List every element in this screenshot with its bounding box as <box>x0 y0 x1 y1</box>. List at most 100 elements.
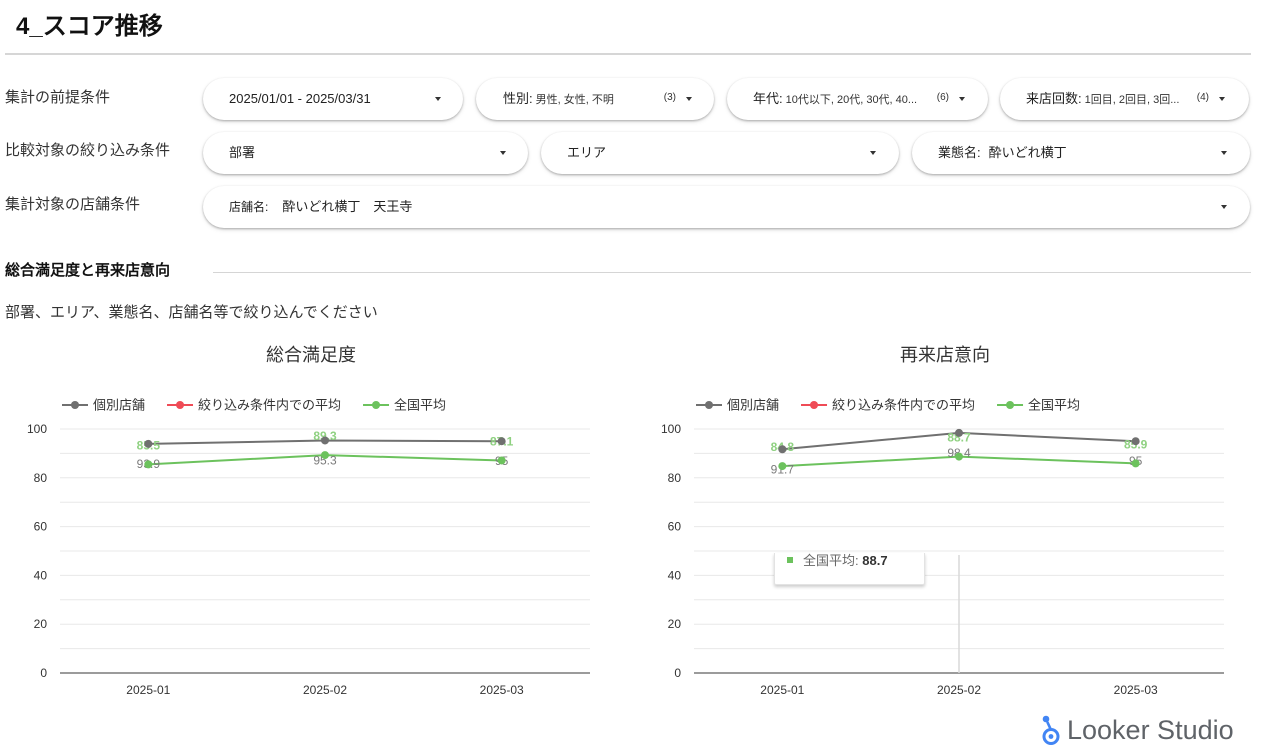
gender-filter-name: 性別: <box>503 91 533 106</box>
x-tick-label: 2025-01 <box>126 683 170 697</box>
store-name-filter-text: 店舗名: 酔いどれ横丁 天王寺 <box>229 186 412 228</box>
department-filter[interactable]: 部署 <box>203 132 528 174</box>
legend-item[interactable]: 個別店舗 <box>62 398 145 413</box>
x-tick-label: 2025-03 <box>480 683 524 697</box>
legend-dot-marker <box>705 401 713 409</box>
data-label: 95.3 <box>313 453 337 467</box>
visit-count-filter-values: 1回目, 2回目, 3回... <box>1084 94 1180 106</box>
y-tick-label: 100 <box>661 422 681 436</box>
legend-label: 絞り込み条件内での平均 <box>832 398 975 413</box>
y-tick-label: 60 <box>34 520 48 534</box>
looker-studio-icon <box>1042 715 1060 745</box>
visit-count-filter[interactable]: 来店回数: 1回目, 2回目, 3回... (4) <box>1000 78 1249 120</box>
legend-item[interactable]: 個別店舗 <box>696 398 779 413</box>
age-filter-text: 年代: 10代以下, 20代, 30代, 40... <box>753 78 917 120</box>
revisit-intention-line-chart[interactable]: 0 20 40 60 80 100 2025-01 2025-02 2025-03 個別店舗 絞り込… <box>634 380 1261 710</box>
looker-studio-logo[interactable]: Looker Studio <box>1040 713 1234 747</box>
caret-down-icon <box>686 97 692 101</box>
caret-down-icon <box>1221 151 1227 155</box>
y-tick-label: 20 <box>668 617 682 631</box>
age-selected-count: (6) <box>936 92 949 103</box>
caret-down-icon <box>435 97 441 101</box>
caret-down-icon <box>870 151 876 155</box>
age-filter-values: 10代以下, 20代, 30代, 40... <box>785 94 918 106</box>
x-tick-label: 2025-02 <box>303 683 347 697</box>
data-point[interactable] <box>321 436 329 445</box>
section-title: 総合満足度と再来店意向 <box>5 262 171 279</box>
data-point[interactable] <box>497 456 506 465</box>
x-tick-label: 2025-02 <box>937 683 981 697</box>
store-conditions-label: 集計対象の店舗条件 <box>5 196 141 213</box>
data-point[interactable] <box>497 437 506 446</box>
legend-label: 絞り込み条件内での平均 <box>198 398 341 413</box>
overall-satisfaction-line-chart[interactable]: 0 20 40 60 80 100 2025-01 2025-02 2025-03 個別店舗 絞り込… <box>0 380 634 710</box>
business-type-filter-name: 業態名: <box>938 145 981 160</box>
data-label: 89.3 <box>313 429 337 443</box>
date-range-value: 2025/01/01 - 2025/03/31 <box>229 91 371 106</box>
legend-label: 個別店舗 <box>727 398 779 413</box>
x-tick-label: 2025-03 <box>1114 683 1158 697</box>
data-point[interactable] <box>955 452 963 461</box>
chart-title-revisit-intention: 再来店意向 <box>900 345 990 365</box>
legend-item[interactable]: 全国平均 <box>997 398 1080 413</box>
caret-down-icon <box>959 97 965 101</box>
legend-item[interactable]: 絞り込み条件内での平均 <box>801 398 975 413</box>
y-tick-label: 40 <box>668 568 682 582</box>
business-type-filter-text: 業態名: 酔いどれ横丁 <box>938 132 1067 174</box>
data-point[interactable] <box>778 462 787 471</box>
area-filter-name: エリア <box>567 145 607 160</box>
legend-item[interactable]: 全国平均 <box>363 398 446 413</box>
chart-tooltip: 全国平均: 88.7 <box>774 553 925 585</box>
looker-studio-wordmark: Looker Studio <box>1067 715 1234 745</box>
data-point[interactable] <box>1131 459 1140 468</box>
department-filter-name: 部署 <box>229 145 256 160</box>
data-point[interactable] <box>144 439 153 448</box>
legend-label: 個別店舗 <box>93 398 145 413</box>
visit-count-filter-text: 来店回数: 1回目, 2回目, 3回... <box>1026 78 1179 120</box>
legend-dot-marker <box>71 401 79 409</box>
age-filter-name: 年代: <box>753 91 783 106</box>
store-name-filter-name: 店舗名: <box>229 200 269 214</box>
caret-down-icon <box>1219 97 1225 101</box>
y-tick-label: 0 <box>674 666 681 680</box>
visit-selected-count: (4) <box>1196 92 1209 103</box>
comparison-conditions-label: 比較対象の絞り込み条件 <box>5 142 171 159</box>
x-tick-label: 2025-01 <box>760 683 804 697</box>
y-tick-label: 80 <box>668 471 682 485</box>
legend-dot-marker <box>176 401 185 409</box>
area-filter[interactable]: エリア <box>541 132 899 174</box>
legend-label: 全国平均 <box>394 398 446 413</box>
caret-down-icon <box>1221 205 1227 209</box>
base-conditions-label: 集計の前提条件 <box>5 89 111 106</box>
chart-title-overall-satisfaction: 総合満足度 <box>266 345 356 365</box>
section-divider <box>213 272 1251 273</box>
gender-filter-text: 性別: 男性, 女性, 不明 <box>503 78 614 120</box>
y-tick-label: 80 <box>34 471 48 485</box>
legend-item[interactable]: 絞り込み条件内での平均 <box>167 398 341 413</box>
department-filter-text: 部署 <box>229 132 255 174</box>
visit-count-filter-name: 来店回数: <box>1026 91 1082 106</box>
y-tick-label: 60 <box>668 520 682 534</box>
tooltip-series-label: 全国平均: <box>803 553 859 568</box>
business-type-filter[interactable]: 業態名: 酔いどれ横丁 <box>912 132 1250 174</box>
age-filter[interactable]: 年代: 10代以下, 20代, 30代, 40... (6) <box>727 78 988 120</box>
date-range-control[interactable]: 2025/01/01 - 2025/03/31 <box>203 78 463 120</box>
page-title: 4_スコア推移 <box>16 13 163 40</box>
store-name-filter-value: 酔いどれ横丁 天王寺 <box>282 199 413 214</box>
area-filter-text: エリア <box>567 132 606 174</box>
data-point[interactable] <box>778 445 787 454</box>
gender-filter-values: 男性, 女性, 不明 <box>535 94 614 106</box>
y-tick-label: 0 <box>40 666 47 680</box>
store-name-filter[interactable]: 店舗名: 酔いどれ横丁 天王寺 <box>203 186 1250 228</box>
data-point[interactable] <box>321 451 329 460</box>
data-point[interactable] <box>955 428 963 437</box>
date-range-text: 2025/01/01 - 2025/03/31 <box>229 78 371 120</box>
title-divider <box>5 53 1251 55</box>
gender-filter[interactable]: 性別: 男性, 女性, 不明 (3) <box>476 78 714 120</box>
y-tick-label: 20 <box>34 617 48 631</box>
caret-down-icon <box>500 151 506 155</box>
data-point[interactable] <box>144 460 153 469</box>
tooltip-row: 全国平均: 88.7 <box>787 553 888 569</box>
data-point[interactable] <box>1131 437 1140 446</box>
y-tick-label: 40 <box>34 568 48 582</box>
